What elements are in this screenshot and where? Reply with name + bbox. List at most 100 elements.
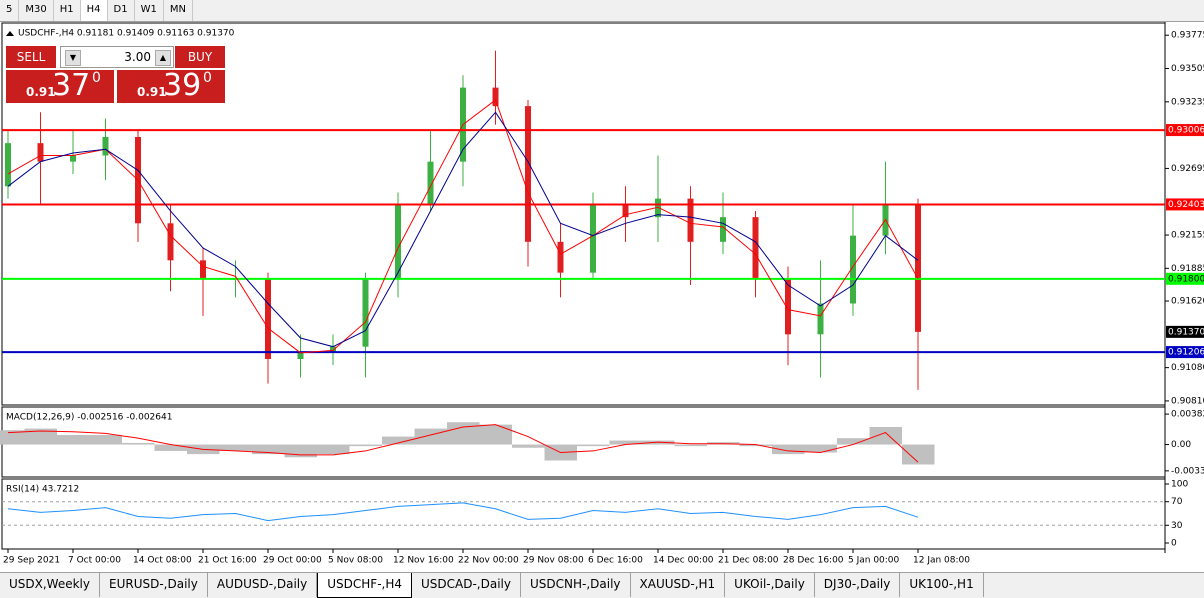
price-prefix: 0.91 [137, 85, 167, 99]
decrease-lots[interactable]: ▼ [65, 50, 81, 66]
x-tick-label: 22 Nov 00:00 [458, 556, 519, 566]
price-sup: 0 [203, 70, 212, 86]
sell-button[interactable]: SELL [6, 46, 56, 68]
candle-body [687, 198, 694, 242]
candle-body [427, 161, 434, 205]
candle-body [70, 155, 76, 162]
lot-input[interactable]: ▼ 3.00 ▲ [60, 46, 174, 68]
candle-body [525, 106, 531, 242]
macd-histogram [739, 444, 772, 447]
timeframe-button[interactable]: H4 [80, 0, 108, 21]
candle-body [850, 235, 856, 304]
chart-tab[interactable]: EURUSD-,Daily [100, 573, 208, 597]
timeframe-button[interactable]: H1 [54, 0, 81, 21]
x-tick-label: 7 Oct 00:00 [68, 556, 121, 566]
candle-body [362, 278, 369, 347]
timeframe-toolbar: 5 M30 H1 H4 D1 W1 MN [0, 0, 1204, 22]
panel-frame [1, 478, 1166, 550]
candle-body [817, 303, 824, 335]
y-tick-label: 0.93505 [1171, 64, 1204, 74]
candle-body [297, 352, 304, 359]
chart-tabs: USDX,Weekly EURUSD-,Daily AUDUSD-,Daily USD… [0, 572, 1204, 598]
y-tick-label: 0.92695 [1171, 164, 1204, 174]
current-price-label: 0.91370 [1168, 327, 1204, 337]
macd-histogram [674, 444, 707, 447]
timeframe-button[interactable]: 5 [0, 0, 20, 21]
macd-histogram [57, 434, 90, 445]
macd-histogram [89, 434, 122, 445]
collapse-arrow [6, 31, 14, 36]
level-label: 0.91206 [1168, 348, 1204, 358]
x-tick-label: 14 Oct 08:00 [133, 556, 192, 566]
chart-tab[interactable]: USDCAD-,Daily [412, 573, 521, 597]
y-tick-label: 100 [1171, 480, 1188, 490]
x-tick-label: 12 Nov 16:00 [393, 556, 454, 566]
level-label-bg [1166, 198, 1204, 211]
chart-tab[interactable]: UK100-,H1 [900, 573, 984, 597]
macd-histogram [837, 438, 870, 445]
price-big: 39 [163, 68, 202, 103]
panel-frame [1, 406, 1166, 478]
timeframe-button[interactable]: MN [164, 0, 193, 21]
x-tick-label: 5 Nov 08:00 [328, 556, 383, 566]
chart-tab[interactable]: DJ30-,Daily [815, 573, 901, 597]
candle-body [590, 204, 596, 273]
timeframe-button[interactable]: D1 [108, 0, 135, 21]
level-label-bg [1166, 272, 1204, 285]
macd-histogram [414, 428, 447, 445]
level-label: 0.93006 [1168, 126, 1204, 136]
level-label: 0.92403 [1168, 200, 1204, 210]
candle-body [492, 87, 499, 107]
chart-tab[interactable]: USDCHF-,H4 [317, 573, 412, 598]
chart-tab[interactable]: UKOil-,Daily [725, 573, 815, 597]
macd-histogram [512, 444, 545, 448]
chart-tab[interactable]: USDX,Weekly [0, 573, 100, 597]
macd-histogram [24, 428, 57, 445]
x-tick-label: 21 Dec 08:00 [718, 556, 779, 566]
candle-body [915, 204, 921, 332]
indicator-title: MACD(12,26,9) -0.002516 -0.002641 [6, 413, 172, 423]
chart-tab[interactable]: USDCNH-,Daily [521, 573, 631, 597]
macd-histogram [154, 444, 187, 451]
y-tick-label: 0.92155 [1171, 231, 1204, 241]
macd-histogram [804, 444, 837, 453]
candle-body [785, 278, 791, 335]
chart-tab[interactable]: XAUUSD-,H1 [631, 573, 726, 597]
candle-body [752, 217, 759, 279]
macd-histogram [382, 436, 415, 445]
lots-value: 3.00 [124, 50, 151, 64]
timeframe-button[interactable]: M30 [19, 0, 54, 21]
candle-body [265, 278, 271, 359]
buy-price[interactable]: 0.91 39 0 [117, 68, 225, 103]
sell-price[interactable]: 0.91 37 0 [6, 68, 114, 103]
candle-body [395, 204, 401, 279]
candle-body [5, 143, 11, 187]
x-tick-label: 29 Sep 2021 [3, 556, 60, 566]
ma-line [7, 111, 919, 348]
y-tick-label: 70 [1171, 497, 1183, 507]
price-big: 37 [52, 68, 91, 103]
x-tick-label: 5 Jan 00:00 [848, 556, 900, 566]
macd-histogram [219, 444, 252, 451]
timeframe-button[interactable]: W1 [135, 0, 164, 21]
x-tick-label: 29 Nov 08:00 [523, 556, 584, 566]
candle-body [655, 198, 661, 218]
rsi-line [7, 502, 919, 522]
macd-histogram [902, 444, 935, 465]
x-tick-label: 28 Dec 16:00 [783, 556, 844, 566]
x-tick-label: 29 Oct 00:00 [263, 556, 322, 566]
macd-histogram [317, 444, 350, 455]
candle-body [557, 241, 564, 273]
current-price-bg [1166, 325, 1204, 338]
macd-histogram [609, 440, 642, 445]
trade-panel: SELL ▼ 3.00 ▲ BUY 0.91 37 0 0.91 39 0 [6, 46, 225, 103]
candle-body [200, 260, 206, 279]
buy-button[interactable]: BUY [175, 46, 225, 68]
macd-histogram [0, 430, 25, 445]
chart-tab[interactable]: AUDUSD-,Daily [208, 573, 318, 597]
increase-lots[interactable]: ▲ [155, 50, 171, 66]
price-prefix: 0.91 [26, 85, 56, 99]
y-tick-label: 0.93235 [1171, 97, 1204, 107]
